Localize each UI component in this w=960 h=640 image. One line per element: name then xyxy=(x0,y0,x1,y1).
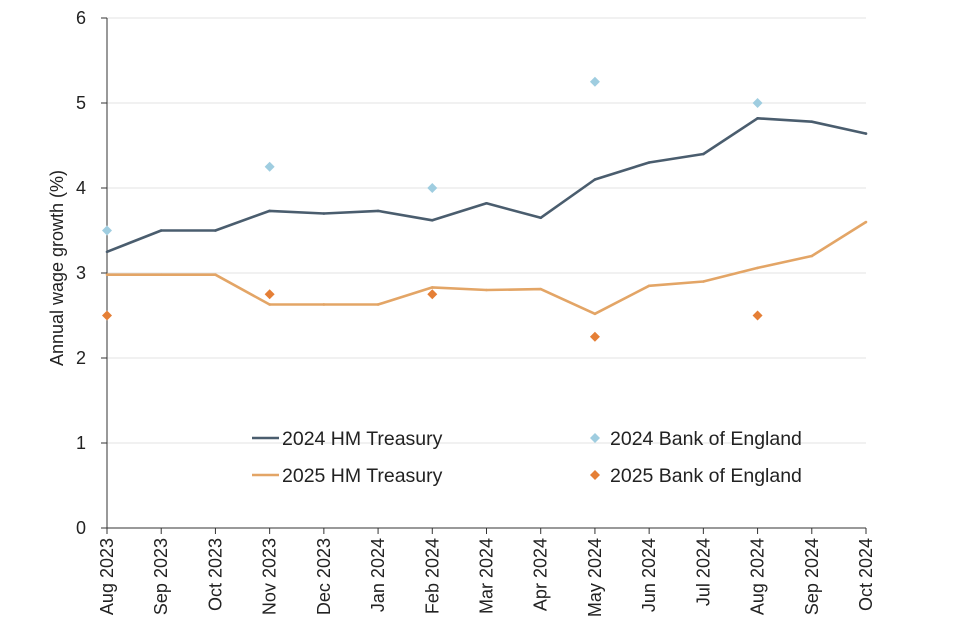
data-point xyxy=(214,229,217,232)
data-point xyxy=(864,132,868,135)
x-tick-label: Jul 2024 xyxy=(693,538,713,606)
y-tick-label: 2 xyxy=(76,348,86,368)
x-tick-label: Dec 2023 xyxy=(314,538,334,615)
legend-label: 2024 Bank of England xyxy=(610,428,802,450)
data-point xyxy=(376,303,380,306)
data-point xyxy=(376,209,380,213)
series xyxy=(102,76,868,342)
legend-label: 2025 Bank of England xyxy=(610,465,802,487)
data-point xyxy=(702,152,705,156)
data-point xyxy=(539,287,543,291)
data-point xyxy=(756,117,759,120)
x-tick-label: Apr 2024 xyxy=(531,538,551,611)
x-tick-label: Aug 2024 xyxy=(748,538,768,615)
data-point xyxy=(159,273,163,277)
data-point-marker xyxy=(589,331,600,342)
data-point xyxy=(268,209,271,213)
x-tick-label: Feb 2024 xyxy=(422,538,442,614)
x-tick-label: Jan 2024 xyxy=(368,538,388,612)
data-point-marker xyxy=(102,225,112,236)
data-point-marker xyxy=(264,289,275,300)
data-point xyxy=(322,303,326,306)
data-point xyxy=(430,219,434,222)
series-2025-hm-treasury xyxy=(105,220,868,316)
series-2024-bank-of-england xyxy=(102,76,763,236)
x-tick-label: Aug 2023 xyxy=(97,538,117,615)
series-2024-hm-treasury xyxy=(105,117,868,254)
data-point xyxy=(810,254,814,258)
data-point xyxy=(105,273,109,277)
data-point xyxy=(810,120,814,123)
data-point xyxy=(214,273,217,277)
data-point xyxy=(159,229,163,232)
data-point xyxy=(485,288,488,292)
data-point xyxy=(485,202,488,205)
x-tick-label: Oct 2023 xyxy=(205,538,225,611)
x-tick-labels: Aug 2023 Sep 2023 Oct 2023 Nov 2023 Dec 2023… xyxy=(97,528,876,617)
data-point xyxy=(430,286,434,289)
legend-diamond-swatch xyxy=(590,470,600,480)
y-tick-label: 0 xyxy=(76,518,86,538)
data-point xyxy=(593,312,597,316)
data-point xyxy=(647,161,651,164)
data-point-marker xyxy=(264,161,275,172)
y-tick-label: 4 xyxy=(76,178,86,198)
data-point-marker xyxy=(752,98,763,108)
legend-item: 2025 Bank of England xyxy=(590,465,802,487)
legend-item: 2024 HM Treasury xyxy=(252,428,443,450)
legend-diamond-swatch xyxy=(590,433,600,443)
data-point xyxy=(539,216,543,220)
y-tick-label: 6 xyxy=(76,8,86,28)
legend: 2024 HM Treasury 2024 Bank of England 2025… xyxy=(252,428,802,487)
x-tick-label: May 2024 xyxy=(585,538,605,617)
data-point xyxy=(322,212,326,215)
y-tick-label: 5 xyxy=(76,93,86,113)
data-point-marker xyxy=(427,289,438,300)
data-point xyxy=(105,250,109,254)
x-tick-label: Sep 2023 xyxy=(151,538,171,615)
data-point-marker xyxy=(752,310,763,321)
x-tick-label: Oct 2024 xyxy=(856,538,876,611)
legend-item: 2024 Bank of England xyxy=(590,428,802,450)
data-point xyxy=(647,284,651,288)
y-tick-labels: 0 1 2 3 4 5 6 xyxy=(76,8,107,538)
legend-label: 2024 HM Treasury xyxy=(282,428,443,450)
grid xyxy=(107,17,866,444)
legend-label: 2025 HM Treasury xyxy=(282,465,443,487)
series-2025-bank-of-england xyxy=(102,289,763,342)
data-point-marker xyxy=(427,183,438,193)
legend-item: 2025 HM Treasury xyxy=(252,465,443,487)
y-axis-label: Annual wage growth (%) xyxy=(47,170,67,366)
y-tick-label: 3 xyxy=(76,263,86,283)
series-line xyxy=(106,117,867,254)
data-point xyxy=(702,280,705,283)
data-point xyxy=(864,220,868,224)
data-point-marker xyxy=(102,310,112,321)
y-tick-label: 1 xyxy=(76,433,86,453)
x-tick-label: Sep 2024 xyxy=(802,538,822,615)
data-point xyxy=(756,266,759,270)
data-point xyxy=(268,303,271,306)
series-line xyxy=(107,220,867,316)
data-point xyxy=(593,178,597,181)
data-point-marker xyxy=(589,76,600,87)
x-tick-label: Nov 2023 xyxy=(260,538,280,615)
x-tick-label: Mar 2024 xyxy=(477,538,497,614)
x-tick-label: Jun 2024 xyxy=(639,538,659,612)
